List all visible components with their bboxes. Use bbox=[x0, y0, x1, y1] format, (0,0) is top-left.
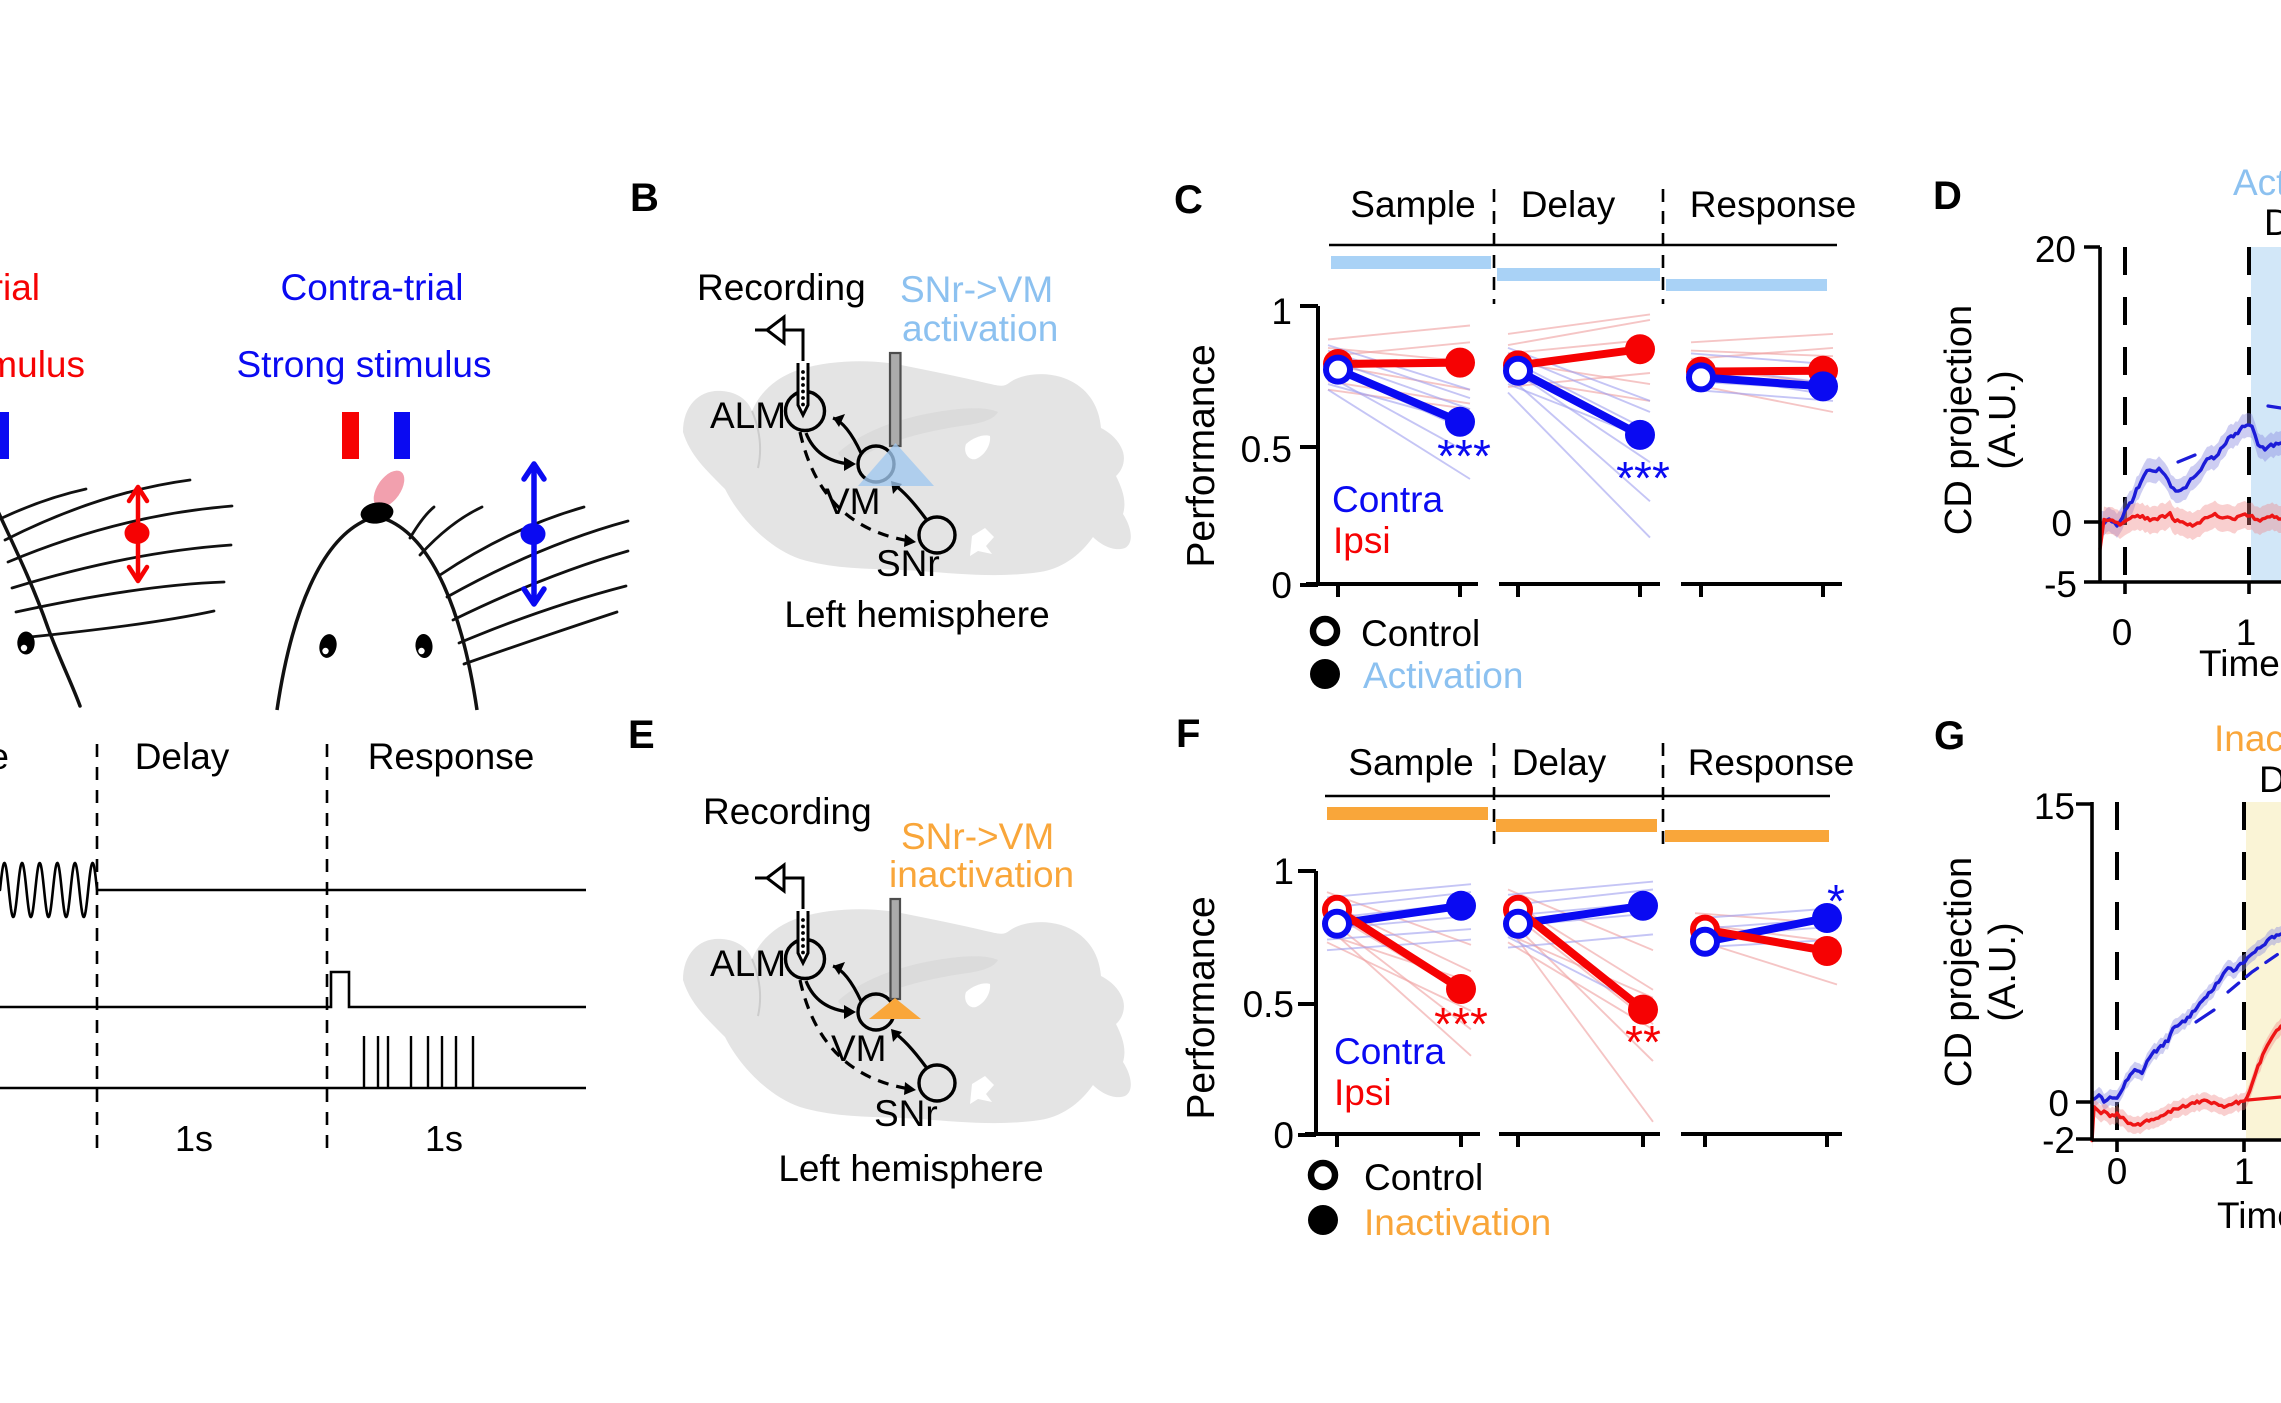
svg-text:Sample: Sample bbox=[1350, 184, 1475, 225]
svg-text:SNr: SNr bbox=[874, 1093, 938, 1134]
svg-text:G: G bbox=[1934, 714, 1965, 758]
svg-text:0: 0 bbox=[1271, 565, 1292, 606]
svg-text:1: 1 bbox=[2234, 1151, 2255, 1192]
svg-text:Control: Control bbox=[1361, 613, 1480, 654]
svg-text:***: *** bbox=[1434, 998, 1488, 1050]
svg-text:CD projection: CD projection bbox=[1938, 305, 1980, 535]
svg-text:Contra: Contra bbox=[1332, 479, 1443, 520]
svg-text:ALM: ALM bbox=[710, 395, 786, 436]
svg-text:Inactivation: Inactivation bbox=[1364, 1202, 1551, 1243]
svg-text:Delay: Delay bbox=[1521, 184, 1616, 225]
svg-text:Inactivation: Inactivation bbox=[2214, 718, 2281, 759]
svg-text:0: 0 bbox=[2048, 1083, 2069, 1124]
svg-text:Contra-trial: Contra-trial bbox=[281, 267, 464, 308]
svg-text:activation: activation bbox=[902, 308, 1058, 349]
svg-text:Delay: Delay bbox=[2264, 202, 2281, 243]
svg-text:***: *** bbox=[1437, 430, 1491, 482]
svg-text:Response: Response bbox=[1690, 184, 1857, 225]
svg-text:0: 0 bbox=[1273, 1115, 1294, 1156]
svg-text:VM: VM bbox=[825, 481, 881, 522]
svg-text:SNr->VM: SNr->VM bbox=[900, 269, 1053, 310]
svg-text:ALM: ALM bbox=[710, 943, 786, 984]
svg-text:Delay: Delay bbox=[2259, 759, 2281, 800]
svg-text:Delay: Delay bbox=[1512, 742, 1607, 783]
svg-text:B: B bbox=[630, 176, 659, 220]
svg-text:Left hemisphere: Left hemisphere bbox=[778, 1148, 1043, 1189]
svg-text:(A.U.): (A.U.) bbox=[1982, 922, 2024, 1021]
svg-text:0: 0 bbox=[2107, 1151, 2128, 1192]
svg-text:Time from: Time from bbox=[2199, 643, 2281, 684]
svg-text:1s: 1s bbox=[425, 1118, 463, 1159]
svg-text:0.5: 0.5 bbox=[1243, 984, 1294, 1025]
svg-text:Left hemisphere: Left hemisphere bbox=[784, 594, 1049, 635]
svg-text:**: ** bbox=[1625, 1016, 1661, 1068]
svg-text:F: F bbox=[1176, 712, 1200, 756]
svg-text:0.5: 0.5 bbox=[1241, 429, 1292, 470]
svg-text:SNr->VM: SNr->VM bbox=[901, 816, 1054, 857]
svg-text:Sample: Sample bbox=[1348, 742, 1473, 783]
svg-text:Strong stimulus: Strong stimulus bbox=[237, 344, 492, 385]
svg-text:Performance: Performance bbox=[1180, 344, 1223, 567]
svg-text:Activation: Activation bbox=[2233, 162, 2281, 203]
svg-text:Contra: Contra bbox=[1334, 1031, 1445, 1072]
svg-text:Ipsi: Ipsi bbox=[1334, 1072, 1392, 1113]
svg-text:20: 20 bbox=[2035, 229, 2076, 270]
svg-text:Time from: Time from bbox=[2217, 1195, 2281, 1236]
svg-text:Weak stimulus: Weak stimulus bbox=[0, 344, 85, 385]
svg-text:0: 0 bbox=[2112, 612, 2133, 653]
svg-text:-2: -2 bbox=[2042, 1120, 2075, 1161]
svg-text:0: 0 bbox=[2051, 503, 2072, 544]
svg-text:Performance: Performance bbox=[1180, 896, 1223, 1119]
svg-text:Control: Control bbox=[1364, 1157, 1483, 1198]
svg-text:Delay: Delay bbox=[135, 736, 230, 777]
svg-text:1: 1 bbox=[1271, 291, 1292, 332]
svg-text:D: D bbox=[1933, 174, 1962, 218]
svg-text:Recording: Recording bbox=[697, 267, 866, 308]
svg-text:1s: 1s bbox=[175, 1118, 213, 1159]
svg-text:CD projection: CD projection bbox=[1938, 857, 1980, 1087]
svg-text:E: E bbox=[628, 713, 655, 757]
svg-text:VM: VM bbox=[831, 1028, 887, 1069]
svg-text:-5: -5 bbox=[2044, 564, 2077, 605]
svg-text:SNr: SNr bbox=[876, 543, 940, 584]
svg-text:Sample: Sample bbox=[0, 736, 9, 777]
svg-text:Response: Response bbox=[368, 736, 535, 777]
svg-text:*: * bbox=[1827, 875, 1845, 927]
svg-text:Ipsi: Ipsi bbox=[1333, 520, 1391, 561]
svg-text:Recording: Recording bbox=[703, 791, 872, 832]
svg-text:Response: Response bbox=[1688, 742, 1855, 783]
svg-text:1: 1 bbox=[1273, 851, 1294, 892]
svg-text:Activation: Activation bbox=[1363, 655, 1523, 696]
svg-text:C: C bbox=[1174, 178, 1203, 222]
svg-text:1: 1 bbox=[2236, 612, 2257, 653]
svg-text:inactivation: inactivation bbox=[889, 854, 1074, 895]
svg-text:(A.U.): (A.U.) bbox=[1982, 370, 2024, 469]
svg-text:Ipsi-trial: Ipsi-trial bbox=[0, 267, 40, 308]
svg-text:15: 15 bbox=[2034, 786, 2075, 827]
svg-text:***: *** bbox=[1616, 452, 1670, 504]
